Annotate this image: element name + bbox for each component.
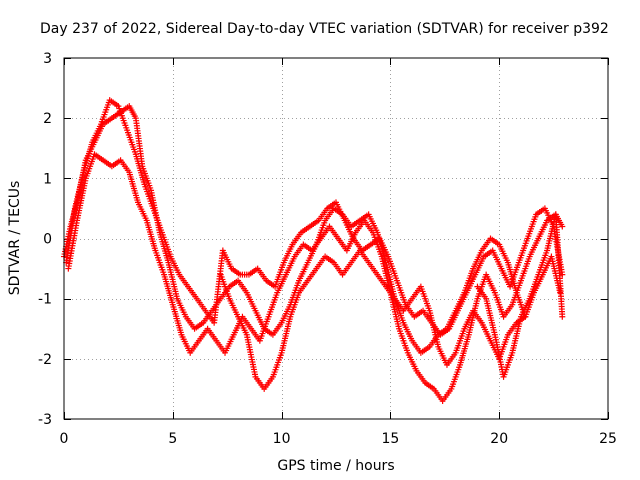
y-tick-label: 1 bbox=[43, 171, 52, 187]
x-tick-label: 5 bbox=[168, 431, 177, 447]
x-tick-label: 0 bbox=[60, 431, 69, 447]
data-points bbox=[61, 97, 566, 404]
grid-lines bbox=[64, 58, 608, 419]
data-point bbox=[559, 271, 566, 278]
y-tick-label: -2 bbox=[38, 352, 52, 368]
plot-frame bbox=[63, 57, 609, 420]
x-axis-label: GPS time / hours bbox=[277, 458, 394, 474]
y-axis-label: SDTVAR / TECUs bbox=[7, 181, 23, 296]
x-tick-label: 25 bbox=[599, 431, 617, 447]
chart-title: Day 237 of 2022, Sidereal Day-to-day VTE… bbox=[40, 21, 609, 37]
x-tick-label: 15 bbox=[381, 431, 399, 447]
x-tick-label: 10 bbox=[273, 431, 291, 447]
y-tick-label: -3 bbox=[38, 412, 52, 428]
y-axis-ticks: -3 -2 -1 0 1 2 3 bbox=[38, 51, 608, 428]
y-tick-label: 0 bbox=[43, 232, 52, 248]
y-tick-label: 3 bbox=[43, 51, 52, 67]
x-tick-label: 20 bbox=[490, 431, 508, 447]
y-tick-label: -1 bbox=[38, 292, 52, 308]
data-point bbox=[559, 313, 566, 320]
y-tick-label: 2 bbox=[43, 111, 52, 127]
data-point bbox=[559, 223, 566, 230]
